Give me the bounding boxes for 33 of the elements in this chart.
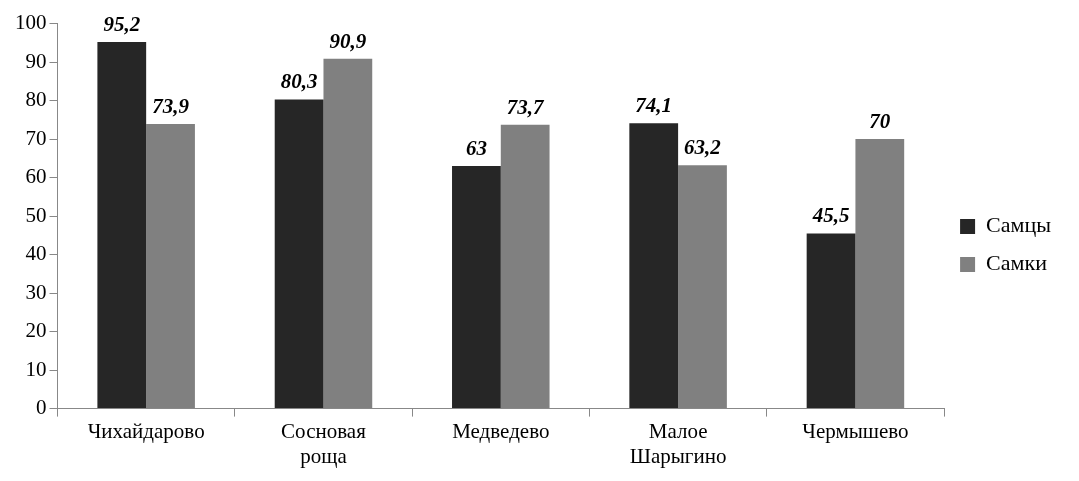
x-tick-label: Медведево <box>452 418 550 443</box>
x-tick-label: Чермышево <box>802 418 909 443</box>
y-tick-label: 10 <box>25 356 47 381</box>
y-tick-label: 50 <box>25 202 47 227</box>
data-label: 80,3 <box>280 69 318 94</box>
data-label: 90,9 <box>329 28 367 53</box>
y-tick-label: 70 <box>25 125 47 150</box>
y-tick-label: 0 <box>36 395 47 420</box>
data-label: 73,7 <box>506 94 546 119</box>
bar <box>274 99 324 409</box>
y-tick-label: 20 <box>25 318 47 343</box>
bar <box>629 123 679 409</box>
data-label: 63,2 <box>684 135 722 160</box>
x-tick-label: Малое Шарыгино <box>629 418 727 468</box>
y-tick-label: 60 <box>25 164 47 189</box>
y-tick-label: 100 <box>15 10 47 35</box>
bar <box>452 166 501 409</box>
x-tick-label: Сосновая роща <box>281 418 367 468</box>
data-label: 95,2 <box>103 12 141 36</box>
bar <box>806 233 856 409</box>
y-tick-label: 90 <box>25 48 47 73</box>
legend-label: Самки <box>986 250 1048 276</box>
data-label: 45,5 <box>811 203 850 228</box>
y-tick-label: 30 <box>25 279 47 304</box>
data-label: 73,9 <box>152 94 190 119</box>
data-label: 63 <box>465 135 487 160</box>
data-label: 70 <box>869 109 891 134</box>
x-tick-label: Чихайдарово <box>87 418 205 443</box>
legend-label: Самцы <box>986 212 1052 238</box>
data-label: 74,1 <box>635 93 673 118</box>
y-tick-label: 80 <box>25 87 47 112</box>
bar <box>97 42 147 409</box>
y-tick-label: 40 <box>25 241 47 266</box>
